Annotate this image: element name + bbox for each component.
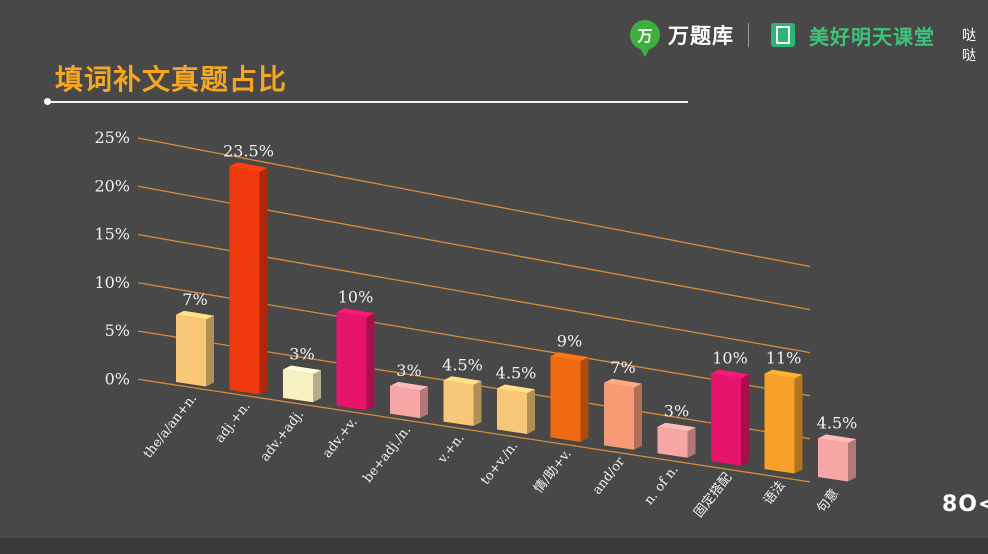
bar xyxy=(283,369,313,403)
y-tick-label: 5% xyxy=(105,321,130,340)
bar xyxy=(497,388,527,434)
data-label: 9% xyxy=(557,331,582,350)
bar-side xyxy=(366,313,375,411)
bar-side xyxy=(527,389,535,434)
location-pin-icon: 万 xyxy=(630,20,660,57)
bar-top xyxy=(604,378,642,388)
bar xyxy=(711,373,741,466)
data-label: 4.5% xyxy=(817,413,858,432)
y-tick-label: 10% xyxy=(94,273,130,292)
player-controls[interactable]: 8O< xyxy=(942,492,988,517)
bar xyxy=(229,166,260,395)
bar xyxy=(657,426,688,458)
data-label: 3% xyxy=(396,361,421,380)
bar xyxy=(176,314,206,387)
category-label: 语法 xyxy=(761,478,789,508)
title-underline-dot xyxy=(44,98,51,105)
category-label: adj.+n. xyxy=(213,399,254,446)
bar-side xyxy=(848,438,856,482)
bar-top xyxy=(657,422,696,432)
bar-top xyxy=(550,352,589,362)
y-tick-label: 20% xyxy=(94,176,130,195)
corner-text: 哒哒 xyxy=(962,28,976,64)
brand-divider xyxy=(748,23,749,47)
bar-top xyxy=(390,381,428,391)
data-label: 3% xyxy=(289,345,314,364)
data-label: 11% xyxy=(766,349,802,368)
y-tick-label: 25% xyxy=(94,128,130,147)
bar-top xyxy=(229,162,268,172)
bar-side xyxy=(420,386,428,419)
bar-side xyxy=(206,315,214,387)
category-label: to+v./n. xyxy=(478,439,521,488)
data-label: 10% xyxy=(338,287,374,306)
data-label: 3% xyxy=(664,402,689,421)
brand-name: 万题库 xyxy=(668,24,734,48)
header-bar: 万 万题库 美好明天课堂 哒哒 xyxy=(0,0,988,70)
page-title: 填词补文真题占比 xyxy=(55,63,288,96)
bar-top xyxy=(818,434,856,443)
category-label: n. of n. xyxy=(642,462,682,507)
bar-top xyxy=(443,376,482,385)
bar-side xyxy=(473,380,482,427)
title-underline xyxy=(48,101,688,103)
category-label: the/a/an+n. xyxy=(141,391,200,461)
bar-side xyxy=(634,383,642,450)
category-label: be+adj./n. xyxy=(360,423,414,486)
bar xyxy=(390,385,420,419)
data-label: 23.5% xyxy=(223,141,274,160)
bar-top xyxy=(176,310,214,320)
bar-top xyxy=(283,365,321,375)
data-label: 7% xyxy=(182,290,207,309)
category-label: 句意 xyxy=(814,486,843,516)
category-label: 情/助+v. xyxy=(531,447,574,497)
logo-glyph: 万 xyxy=(637,26,653,45)
bottom-band xyxy=(0,538,988,554)
book-icon xyxy=(771,23,795,47)
bar xyxy=(818,438,848,482)
data-label: 4.5% xyxy=(496,364,537,383)
y-tick-label: 15% xyxy=(94,225,130,244)
bar xyxy=(604,382,634,450)
category-label: and/or xyxy=(590,454,629,498)
category-label: adv.+v. xyxy=(320,415,361,461)
data-label: 7% xyxy=(610,358,635,377)
bar xyxy=(336,312,367,411)
gridline xyxy=(137,137,811,268)
category-label: 固定搭配 xyxy=(691,470,736,521)
sub-brand-name: 美好明天课堂 xyxy=(809,24,935,49)
bar xyxy=(550,356,581,442)
y-tick-label: 0% xyxy=(105,369,130,388)
bar-top xyxy=(336,308,375,318)
bar xyxy=(764,373,795,474)
bar-side xyxy=(741,374,749,466)
bar xyxy=(443,380,474,427)
bar-top xyxy=(497,384,535,394)
bar-side xyxy=(580,357,589,442)
category-label: adv.+adj. xyxy=(258,407,307,464)
category-label: v.+n. xyxy=(435,431,468,467)
bar-side xyxy=(313,370,321,403)
bar-side xyxy=(259,167,268,395)
bar-side xyxy=(794,374,803,474)
gridline xyxy=(137,378,811,483)
bar-side xyxy=(687,427,696,458)
brand-logo: 万 万题库 美好明天课堂 xyxy=(630,18,935,57)
data-label: 4.5% xyxy=(442,355,483,374)
bar-top xyxy=(711,369,749,379)
bar-top xyxy=(764,369,803,379)
data-label: 10% xyxy=(712,349,748,368)
